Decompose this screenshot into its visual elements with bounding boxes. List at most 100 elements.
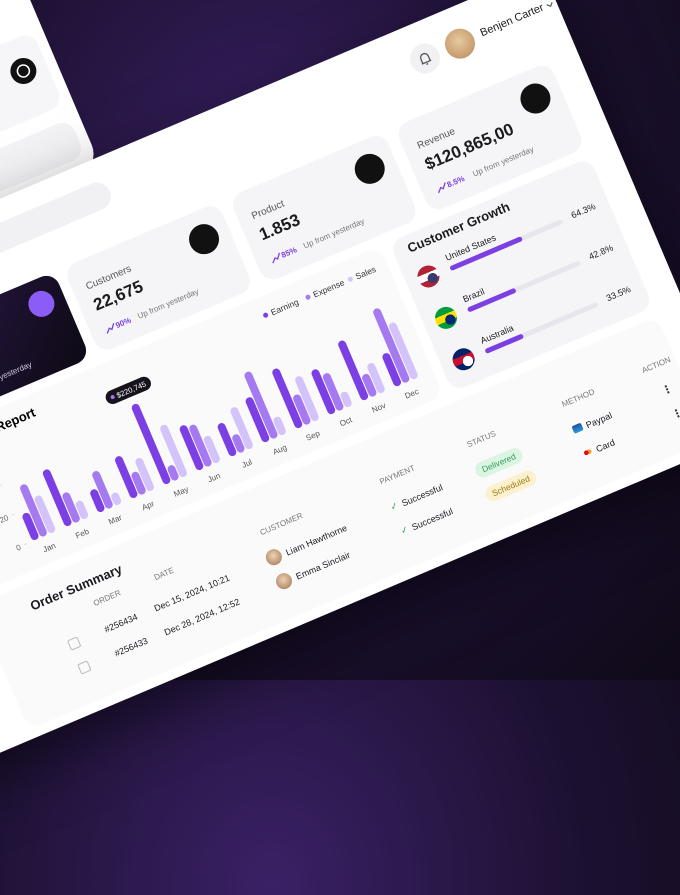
bar [34,495,56,533]
bar [179,425,204,471]
bar [131,471,146,495]
bar [367,362,385,394]
bar [75,500,89,519]
column-header: ORDER [91,588,123,608]
bar [295,376,319,422]
bar [115,456,138,499]
method-name: Card [594,437,617,455]
highlight-icon [24,286,59,321]
bar [340,391,352,408]
method-icon [571,422,584,434]
tooltip-box [105,376,151,405]
column-header: PAYMENT [378,463,417,487]
bar [217,423,237,457]
column-header: DATE [152,565,176,583]
action-menu[interactable]: ⋮ [670,406,680,422]
column-header: CUSTOMER [258,511,305,538]
x-tick-label: Dec [403,387,420,401]
growth-value: 33.5% [604,283,633,304]
method-name: Paypal [584,410,614,431]
legend-label: Earning [269,297,300,318]
stat-change: 8.5% [445,174,466,190]
legend-swatch [305,294,311,300]
bar [362,373,377,397]
bar [203,435,220,464]
y-tick-label: 20 [0,513,10,525]
bar [338,340,369,401]
payment-status: Successful [410,506,455,533]
bar [42,469,72,527]
bar [111,492,122,505]
bar [189,424,212,467]
tick-mark [23,543,28,546]
trend-arrow [272,252,280,264]
customer-name: Emma Sinclair [294,549,352,582]
action-menu[interactable]: ⋮ [659,382,675,398]
bar [62,492,80,523]
y-tick-label: 0 [15,542,23,552]
column-header: STATUS [465,429,498,450]
bell-button[interactable] [405,38,445,79]
bar [272,368,303,429]
legend-label: Sales [354,264,377,282]
bar [167,465,179,481]
x-tick-label: Nov [371,401,388,415]
x-tick-label: Aug [272,443,289,457]
row-checkbox[interactable] [77,660,92,675]
bar [244,371,278,439]
country-flag [414,262,443,291]
column-header: METHOD [560,387,596,410]
order-id: #256433 [113,635,150,659]
payment-status: Successful [400,482,445,509]
legend-label: Expense [312,277,347,299]
coin-glyph [16,64,31,78]
chart-title: Revenue Report [0,404,38,457]
tick-mark [11,513,15,516]
bar [373,308,410,383]
tick-mark [0,484,3,487]
x-tick-label: Oct [338,415,354,428]
back-panel [0,0,101,303]
chart-card: Revenue Report 0204060JanFebMarAprMayJun… [0,246,444,597]
bar [293,394,311,425]
x-tick-label: Jul [241,458,254,470]
bar [273,416,286,436]
bar [160,424,187,478]
bar [311,369,336,415]
trend-arrow [106,322,115,334]
column-header: ACTION [640,354,672,376]
coin-icon [6,53,41,89]
bar [245,397,270,443]
method-icon [581,446,594,458]
page: Dashboard {"header":{"user":"Benjen Cart… [0,0,680,680]
trend-arrow [437,182,446,194]
growth-value: 42.8% [587,242,615,262]
screen: Benjen Carter Up from yesterday Customer… [0,0,680,680]
x-tick-label: Feb [74,527,91,541]
bar [382,353,402,387]
x-tick-label: May [172,485,189,499]
stat-icon [184,219,224,259]
customer-avatar [273,570,295,592]
country-flag [449,344,479,374]
x-tick-label: Jan [42,541,57,554]
country-flag [431,303,461,333]
stat-icon [350,149,390,189]
growth-value: 64.3% [569,201,598,221]
order-id: #256434 [102,611,140,635]
bar [135,457,154,492]
x-tick-label: Sep [305,429,322,443]
stat-icon [515,78,556,119]
bar [388,322,418,380]
bar [90,489,105,513]
chevron[interactable] [544,0,557,12]
bar [131,403,171,485]
legend-swatch [347,276,353,282]
bar [92,471,113,509]
customer-avatar [263,546,285,568]
bell-icon [419,52,432,65]
row-checkbox[interactable] [67,636,82,651]
legend-swatch [263,312,269,318]
tooltip-dot [110,395,115,400]
x-tick-label: Jun [206,471,221,484]
